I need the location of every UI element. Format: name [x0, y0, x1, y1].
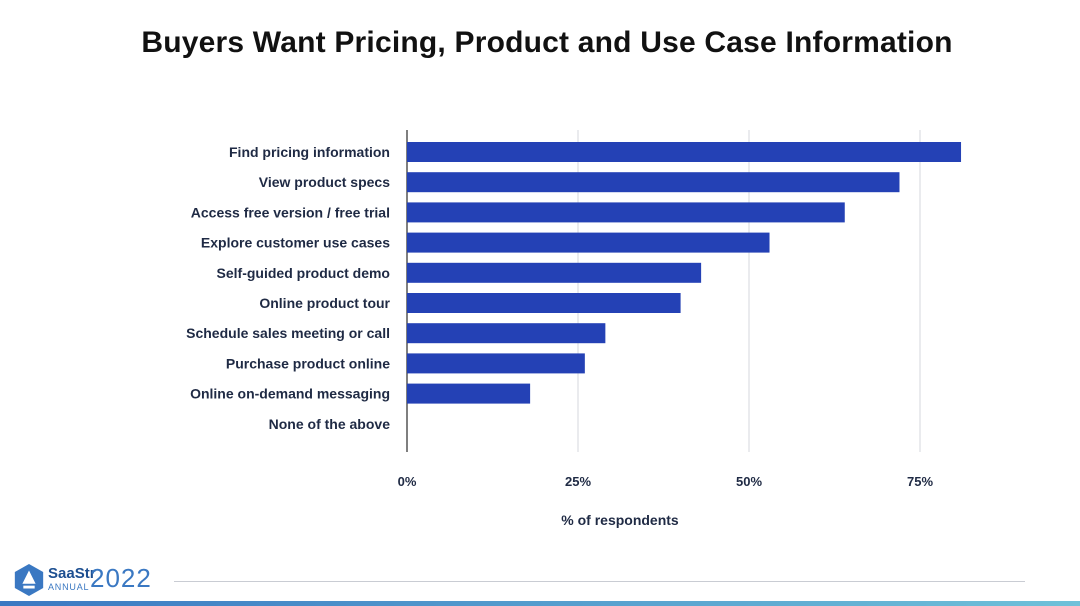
x-axis-title: % of respondents	[561, 512, 679, 528]
bar	[407, 262, 702, 283]
category-labels: Find pricing information View product spe…	[186, 144, 390, 432]
x-tick-label: 0%	[398, 474, 417, 489]
category-label: Online on-demand messaging	[190, 386, 390, 402]
bar	[407, 353, 585, 374]
brand-subtitle: ANNUAL	[48, 582, 90, 592]
bar	[407, 232, 770, 253]
x-tick-label: 50%	[736, 474, 762, 489]
slide-title: Buyers Want Pricing, Product and Use Cas…	[141, 26, 953, 59]
brand-year: 2022	[90, 563, 152, 593]
category-label: Access free version / free trial	[191, 204, 390, 220]
category-label: Explore customer use cases	[201, 235, 390, 251]
bars	[407, 142, 962, 404]
category-label: Self-guided product demo	[217, 265, 390, 281]
brand-name: SaaStr	[48, 565, 96, 582]
bar	[407, 172, 900, 193]
category-label: Schedule sales meeting or call	[186, 325, 390, 341]
x-tick-label: 25%	[565, 474, 591, 489]
category-label: Find pricing information	[229, 144, 390, 160]
bottom-accent-band	[0, 601, 1080, 606]
category-label: Purchase product online	[226, 355, 390, 371]
saastr-logo-icon	[14, 563, 44, 597]
footer-divider	[174, 581, 1025, 582]
x-tick-label: 75%	[907, 474, 933, 489]
category-label: None of the above	[269, 416, 391, 432]
x-tick-labels: 0% 25% 50% 75%	[398, 474, 934, 489]
bar	[407, 202, 845, 223]
bar	[407, 383, 531, 404]
category-label: View product specs	[259, 174, 390, 190]
category-label: Online product tour	[259, 295, 390, 311]
bar	[407, 142, 962, 162]
bar	[407, 323, 606, 344]
bar	[407, 293, 681, 313]
